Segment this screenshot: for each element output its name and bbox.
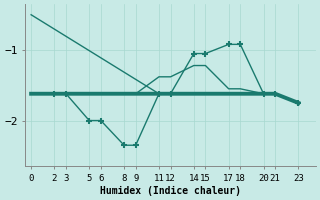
X-axis label: Humidex (Indice chaleur): Humidex (Indice chaleur) — [100, 186, 241, 196]
